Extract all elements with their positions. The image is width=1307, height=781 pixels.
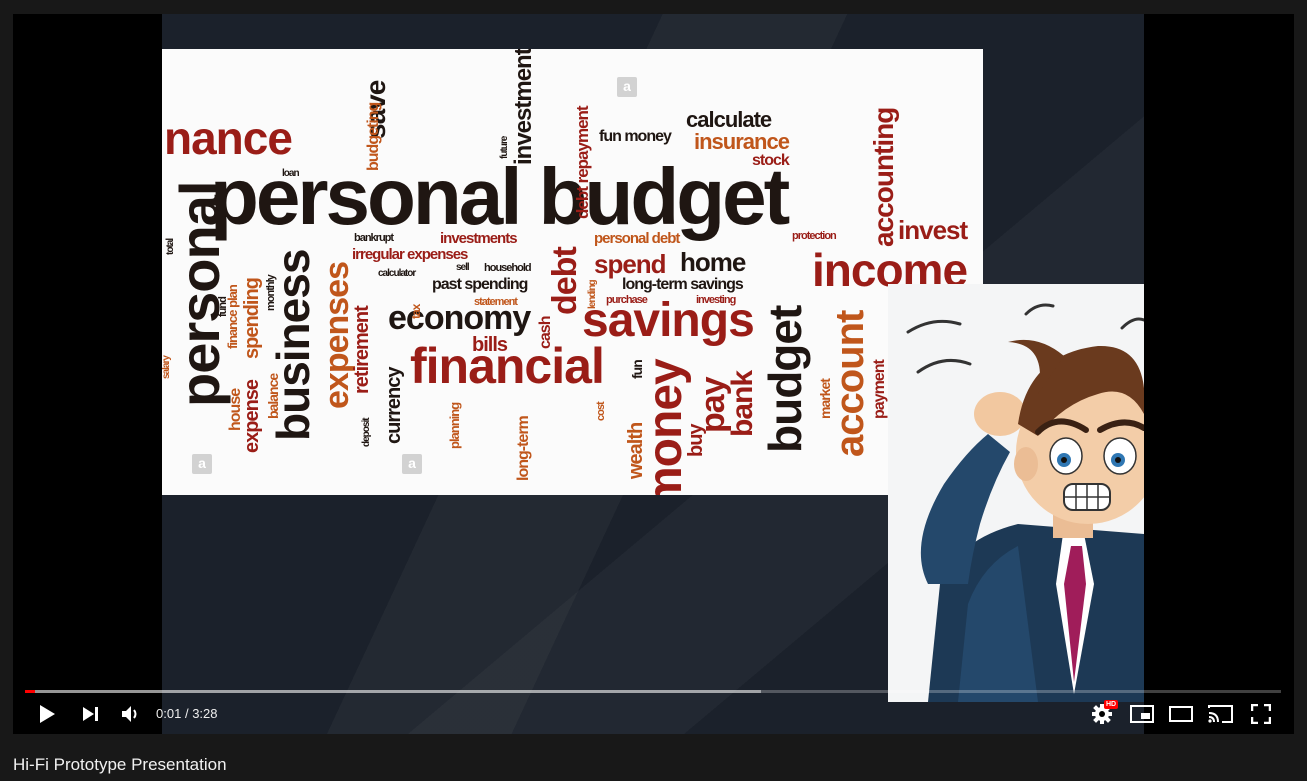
word: cost (595, 402, 607, 421)
word: insurance (694, 129, 790, 154)
word: total (165, 238, 176, 255)
word: irregular expenses (352, 246, 468, 263)
word: retirement (351, 306, 373, 394)
word: lending (587, 280, 598, 309)
time-display: 0:01 / 3:28 (156, 694, 218, 734)
word: calculator (378, 268, 416, 279)
word: tax (409, 304, 423, 319)
hd-badge: HD (1104, 700, 1119, 709)
word: home (680, 247, 746, 277)
word: debt (546, 247, 584, 315)
progress-bar[interactable] (25, 690, 1281, 693)
word: cash (537, 316, 554, 349)
watermark-icon: a (402, 454, 422, 474)
miniplayer-icon (1130, 705, 1154, 723)
word: account (828, 310, 872, 457)
word: sell (456, 262, 470, 273)
stressed-man-illustration (888, 284, 1144, 702)
word: investment (510, 49, 537, 165)
word: buy (685, 424, 707, 457)
progress-played (25, 690, 36, 693)
video-title: Hi-Fi Prototype Presentation (13, 755, 227, 774)
word: savings (582, 294, 755, 347)
theater-mode-button[interactable] (1166, 694, 1196, 734)
word: planning (447, 402, 462, 449)
current-time: 0:01 (156, 706, 182, 721)
video-player[interactable]: a a a nance personal budget calculate in… (13, 14, 1294, 734)
word: bills (472, 334, 508, 356)
word: salary (162, 356, 172, 379)
word: accounting (868, 107, 899, 247)
word: fun money (599, 128, 672, 145)
word: investing (696, 294, 736, 306)
miniplayer-button[interactable] (1127, 694, 1157, 734)
word: expense (241, 379, 263, 453)
duration: 3:28 (192, 706, 218, 721)
word: economy (388, 299, 531, 337)
word: statement (474, 296, 518, 308)
next-button[interactable] (77, 694, 105, 734)
watermark-icon: a (617, 77, 637, 97)
word: wealth (625, 422, 647, 479)
fullscreen-icon (1251, 704, 1271, 724)
watermark-icon: a (192, 454, 212, 474)
video-frame: a a a nance personal budget calculate in… (162, 14, 1144, 734)
word: long-term (515, 416, 532, 481)
word: loan (282, 168, 300, 179)
word: personal debt (594, 230, 680, 247)
word: protection (792, 230, 837, 242)
volume-icon (120, 704, 140, 724)
word: personal budget (210, 152, 790, 241)
settings-icon: HD (1091, 700, 1119, 725)
fullscreen-button[interactable] (1246, 694, 1276, 734)
word: future (499, 136, 510, 159)
word: balance (265, 373, 281, 419)
word: investments (440, 230, 518, 247)
word: debt repayment (573, 106, 592, 219)
word: nance (164, 112, 293, 164)
word: budgeting (365, 102, 382, 171)
word: deposit (361, 418, 372, 447)
word: expenses (318, 262, 356, 409)
player-controls: 0:01 / 3:28 HD (13, 694, 1294, 734)
play-button[interactable] (33, 694, 61, 734)
word: past spending (432, 276, 528, 293)
word: household (484, 262, 532, 274)
word: spending (241, 278, 263, 359)
word: fund (217, 297, 229, 317)
cast-icon (1208, 704, 1234, 724)
word: bank (726, 370, 759, 437)
word: budget (759, 305, 811, 453)
cast-button[interactable] (1206, 694, 1236, 734)
word-cloud-image: a a a nance personal budget calculate in… (162, 49, 983, 495)
play-icon (38, 704, 56, 724)
word: financial (410, 338, 605, 394)
word: finance plan (225, 285, 240, 349)
settings-button[interactable]: HD (1087, 694, 1119, 734)
word: personal (168, 181, 231, 407)
time-separator: / (184, 706, 189, 721)
word: market (817, 379, 833, 419)
word: purchase (606, 294, 648, 306)
word: invest (898, 215, 968, 245)
next-icon (82, 706, 100, 722)
word: monthly (265, 275, 277, 311)
word: bankrupt (354, 232, 394, 244)
volume-button[interactable] (116, 694, 144, 734)
word: spend (594, 249, 667, 279)
word: long-term savings (622, 276, 744, 293)
word: stock (752, 152, 790, 169)
theater-mode-icon (1169, 706, 1193, 722)
progress-loaded (25, 690, 762, 693)
word: calculate (686, 107, 772, 132)
word: money (639, 359, 692, 495)
word: currency (383, 367, 405, 445)
word: fun (629, 360, 645, 379)
word: payment (871, 360, 888, 419)
